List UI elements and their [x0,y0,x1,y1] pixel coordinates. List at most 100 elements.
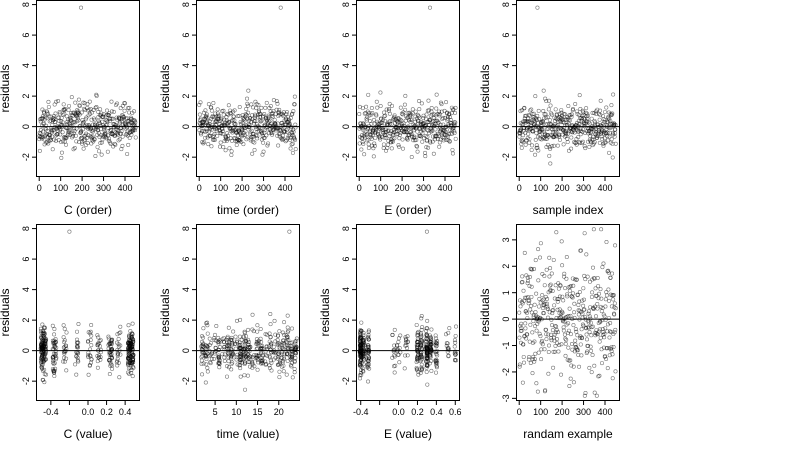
data-point [105,149,110,154]
data-point [521,288,526,293]
data-point [543,301,548,306]
data-point [565,294,570,299]
data-point [565,140,570,145]
data-point [235,338,240,343]
data-point [526,357,531,362]
data-point [610,155,615,160]
data-point [252,140,257,145]
x-tick-label: -0.4 [43,407,59,417]
data-point [603,317,608,322]
data-point [233,334,238,339]
data-point [605,366,610,371]
data-point [75,358,80,363]
data-point [292,102,297,107]
data-point [284,110,289,115]
data-point [208,352,213,357]
data-point [571,380,576,385]
data-point [82,138,87,143]
data-point [52,326,57,331]
data-point [537,331,542,336]
data-point [434,106,439,111]
data-point [40,368,45,373]
data-point [74,337,79,342]
data-point [80,141,85,146]
data-point [537,117,542,122]
y-tick-label: 6 [21,33,31,38]
x-tick-label: 0 [517,407,522,417]
data-point [230,129,235,134]
data-point [264,361,269,366]
data-point [207,119,212,124]
data-point [556,127,561,132]
data-point [212,332,217,337]
data-point [424,359,429,364]
data-point [427,5,432,10]
data-point [396,336,401,341]
data-point [436,131,441,136]
chart-panel-2: 0 100 200 300 400 -2 0 2 4 6 8 time (order) residual… [158,0,300,217]
data-point [445,346,450,351]
data-point [221,129,226,134]
data-point [555,307,560,312]
data-point [396,339,401,344]
data-point [428,335,433,340]
data-point [372,121,377,126]
data-point [414,367,419,372]
data-point [577,113,582,118]
data-point [48,138,53,143]
data-point [71,134,76,139]
data-point [428,340,433,345]
data-point [607,134,612,139]
x-axis-title: time (value) [217,427,280,441]
data-point [605,130,610,135]
data-point [392,136,397,141]
data-point [573,338,578,343]
data-point [88,329,93,334]
data-point [429,105,434,110]
data-point [209,144,214,149]
data-point [541,306,546,311]
data-point [566,148,571,153]
data-point [263,362,268,367]
y-tick-label: 6 [341,257,351,262]
data-point [110,366,115,371]
data-point [113,142,118,147]
data-point [106,334,111,339]
data-point [395,120,400,125]
data-point [86,353,91,358]
data-point [360,368,365,373]
data-point [533,324,538,329]
data-point [81,120,86,125]
data-point [561,128,566,133]
data-point [546,134,551,139]
data-point [453,340,458,345]
data-point [256,125,261,130]
data-point [209,127,214,132]
data-point [227,146,232,151]
data-point [369,136,374,141]
data-point [282,357,287,362]
data-point [418,133,423,138]
data-point [234,143,239,148]
data-point [37,148,42,153]
data-point [86,372,91,377]
data-point [452,129,457,134]
data-point [597,327,602,332]
x-tick-label: 300 [576,407,591,417]
x-tick-label: 10 [231,407,241,417]
data-point [207,336,212,341]
data-point [392,370,397,375]
data-point [529,107,534,112]
data-point [598,98,603,103]
data-point [61,359,66,364]
data-point [275,125,280,130]
data-point [410,111,415,116]
data-point [395,343,400,348]
data-point [127,371,132,376]
data-point [107,352,112,357]
x-tick-label: 0.4 [430,407,443,417]
data-point [292,359,297,364]
data-point [385,145,390,150]
x-axis-title: C (value) [64,427,113,441]
data-point [527,339,532,344]
